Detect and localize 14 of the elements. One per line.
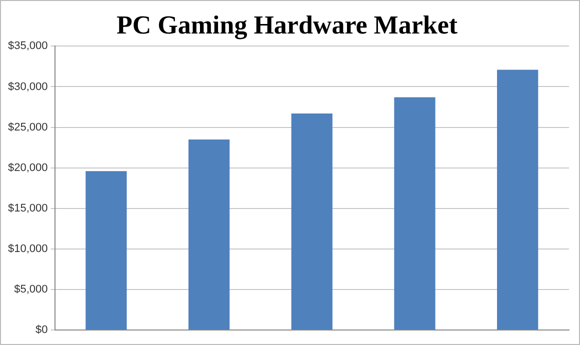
y-tick-label: $5,000 xyxy=(14,283,48,296)
chart-title: PC Gaming Hardware Market xyxy=(116,10,458,40)
y-tick-label: $25,000 xyxy=(8,121,48,134)
y-tick-label: $20,000 xyxy=(8,162,48,174)
bar xyxy=(497,70,538,330)
y-tick-label: $30,000 xyxy=(8,80,48,93)
bar xyxy=(188,139,230,330)
bar xyxy=(394,97,436,330)
y-tick-label: $0 xyxy=(36,324,48,336)
y-tick-label: $15,000 xyxy=(8,202,48,214)
bar xyxy=(291,114,332,330)
y-tick-label: $10,000 xyxy=(8,242,48,255)
bar xyxy=(86,171,127,330)
y-tick-label: $35,000 xyxy=(8,40,48,52)
